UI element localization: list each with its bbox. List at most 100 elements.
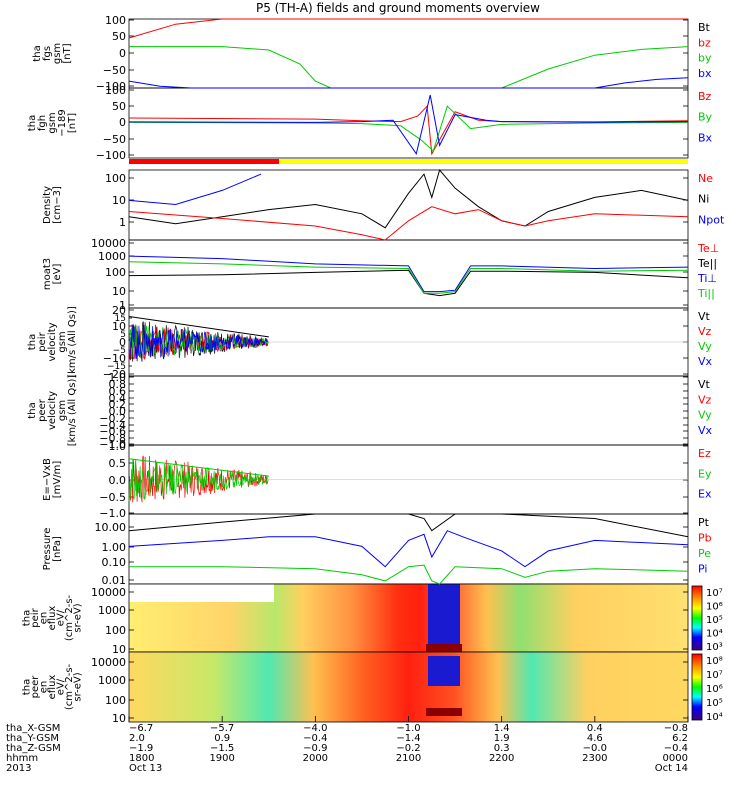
legend-pressure: Pt	[698, 516, 710, 529]
panel-frame	[128, 18, 689, 89]
series-peirv-Vt	[128, 316, 269, 338]
series-fgs-bx	[128, 77, 689, 89]
y-tick-label: 10	[112, 712, 126, 725]
panel-frame	[128, 513, 689, 585]
y-tick-label: −100	[96, 80, 126, 93]
y-axis-label-line: en	[38, 681, 49, 694]
y-axis-label-line: (cm^2-s-	[64, 594, 75, 641]
x-axis-value: 2.0	[129, 733, 145, 744]
y-axis-label-line: [nPa]	[52, 536, 63, 562]
legend-peirv: Vx	[698, 355, 713, 368]
y-tick-label: 10	[112, 320, 126, 333]
panel-pressure: 10.00 1.00 0.10 0.01 Pressure[nPa] Pt Pb Pe Pi	[42, 513, 712, 587]
y-tick-label: −50	[103, 64, 126, 77]
panel-frame	[128, 169, 689, 241]
mode-bar-fast	[279, 159, 688, 164]
y-tick-label: 10	[112, 643, 126, 656]
legend-fgs: by	[698, 52, 712, 65]
series-fgh-Bx	[128, 94, 689, 156]
x-axis-value: 4.6	[587, 733, 603, 744]
y-axis-label-line: gsm	[52, 43, 63, 64]
y-axis-label: Pressure[nPa]	[42, 528, 63, 571]
colorbar-label: 10⁶	[706, 602, 723, 613]
y-tick-label: −0.8	[99, 432, 126, 445]
y-tick-label: −50	[103, 133, 126, 146]
y-tick-label: −0.5	[99, 491, 126, 504]
xaxis-row-label: 2013	[6, 763, 31, 774]
y-tick-label: 1	[119, 216, 126, 229]
panel-density: 100 10 1 Density[cm−3] Ne Ni Npot	[42, 169, 725, 241]
x-axis-value: 2200	[489, 753, 514, 764]
colorbar-label: 10⁴	[706, 629, 723, 640]
x-axis-value: 6.2	[672, 733, 688, 744]
legend-pressure: Pi	[698, 563, 707, 576]
colorbar-label: 10⁴	[706, 712, 723, 723]
figure-title: P5 (TH-A) fields and ground moments over…	[256, 1, 540, 15]
y-axis-label-line: Pressure	[42, 528, 53, 571]
y-axis-label-line: [nT]	[62, 43, 73, 63]
legend-pressure: Pe	[698, 547, 711, 560]
y-tick-label: 1.00	[102, 541, 127, 554]
y-axis-label-line: peir	[37, 331, 48, 351]
y-axis-label-line: gsm	[57, 400, 68, 421]
x-axis-annotation: tha_X-GSM tha_Y-GSM tha_Z-GSM hhmm 2013 …	[6, 716, 689, 774]
y-axis-label: thapeirvelocitygsm[km/s (All Qs)]	[27, 306, 78, 378]
y-tick-label: 0	[119, 47, 126, 60]
y-axis-label-line: gsm	[47, 112, 58, 133]
y-axis-label-line: [eV]	[52, 264, 63, 285]
x-axis-value: 2100	[396, 753, 421, 764]
y-tick-label: 100	[105, 624, 126, 637]
y-tick-label-minor: 15	[115, 314, 126, 324]
x-axis-value: 0.9	[214, 733, 230, 744]
y-tick-label: 0.2	[109, 398, 127, 411]
series-temp-Ti||	[128, 261, 689, 294]
y-axis-label-line: gsm	[57, 331, 68, 352]
y-tick-label: −1.0	[99, 507, 126, 520]
y-axis-label-line: sr-eV)	[73, 672, 84, 701]
y-tick-label: 0.6	[109, 385, 127, 398]
y-tick-label: 1.0	[109, 371, 127, 384]
series-density-Ne	[128, 206, 689, 241]
legend-density: Ne	[698, 172, 713, 185]
series-pressure-Pt	[128, 513, 689, 538]
x-axis-value: −6.7	[129, 723, 153, 734]
y-tick-label: 0.0	[109, 474, 127, 487]
x-axis-value: 1800	[129, 753, 154, 764]
x-axis-value: −1.4	[396, 733, 420, 744]
spectrogram-low-band	[426, 644, 462, 652]
y-tick-label: 100	[105, 694, 126, 707]
series-efield-Ey	[128, 458, 269, 477]
legend-density: Ni	[698, 193, 709, 206]
legend-efield: Ex	[698, 488, 712, 501]
x-axis-value: −0.4	[664, 743, 688, 754]
y-tick-label: −100	[96, 149, 126, 162]
y-tick-label: 20	[112, 304, 126, 317]
x-axis-value: −5.7	[210, 723, 234, 734]
y-axis-label-line: velocity	[47, 322, 58, 361]
y-tick-label: 100	[105, 172, 126, 185]
spectrogram-cold-core	[428, 656, 460, 686]
y-tick-label: 10	[112, 194, 126, 207]
colorbar-label: 10⁵	[706, 698, 723, 709]
legend-temp: Te||	[697, 257, 717, 270]
burst-trace	[128, 459, 269, 502]
legend-pressure: Pb	[698, 532, 712, 545]
x-axis-value: 1.4	[494, 723, 510, 734]
xaxis-row-label: hhmm	[6, 753, 38, 764]
y-tick-label: 10000	[91, 656, 126, 669]
y-tick-label: −1.0	[99, 438, 126, 451]
colorbar	[691, 653, 703, 721]
panel-frame	[128, 375, 689, 446]
y-axis-label-line: [km/s (All Qs)]	[67, 375, 78, 447]
spectrogram-low-band	[426, 708, 462, 716]
colorbar-label: 10⁶	[706, 684, 723, 695]
y-axis-label-line: [nT]	[67, 113, 78, 133]
y-axis-label: E=−VxB[mV/m]	[42, 458, 63, 501]
x-axis-value: 2300	[582, 753, 607, 764]
series-fgh-Bz	[128, 105, 689, 156]
x-axis-value: −1.5	[210, 743, 234, 754]
y-axis-label-line: peir	[30, 607, 41, 627]
y-axis-label-line: fgs	[42, 46, 53, 61]
y-axis-label-line: peer	[30, 675, 41, 699]
